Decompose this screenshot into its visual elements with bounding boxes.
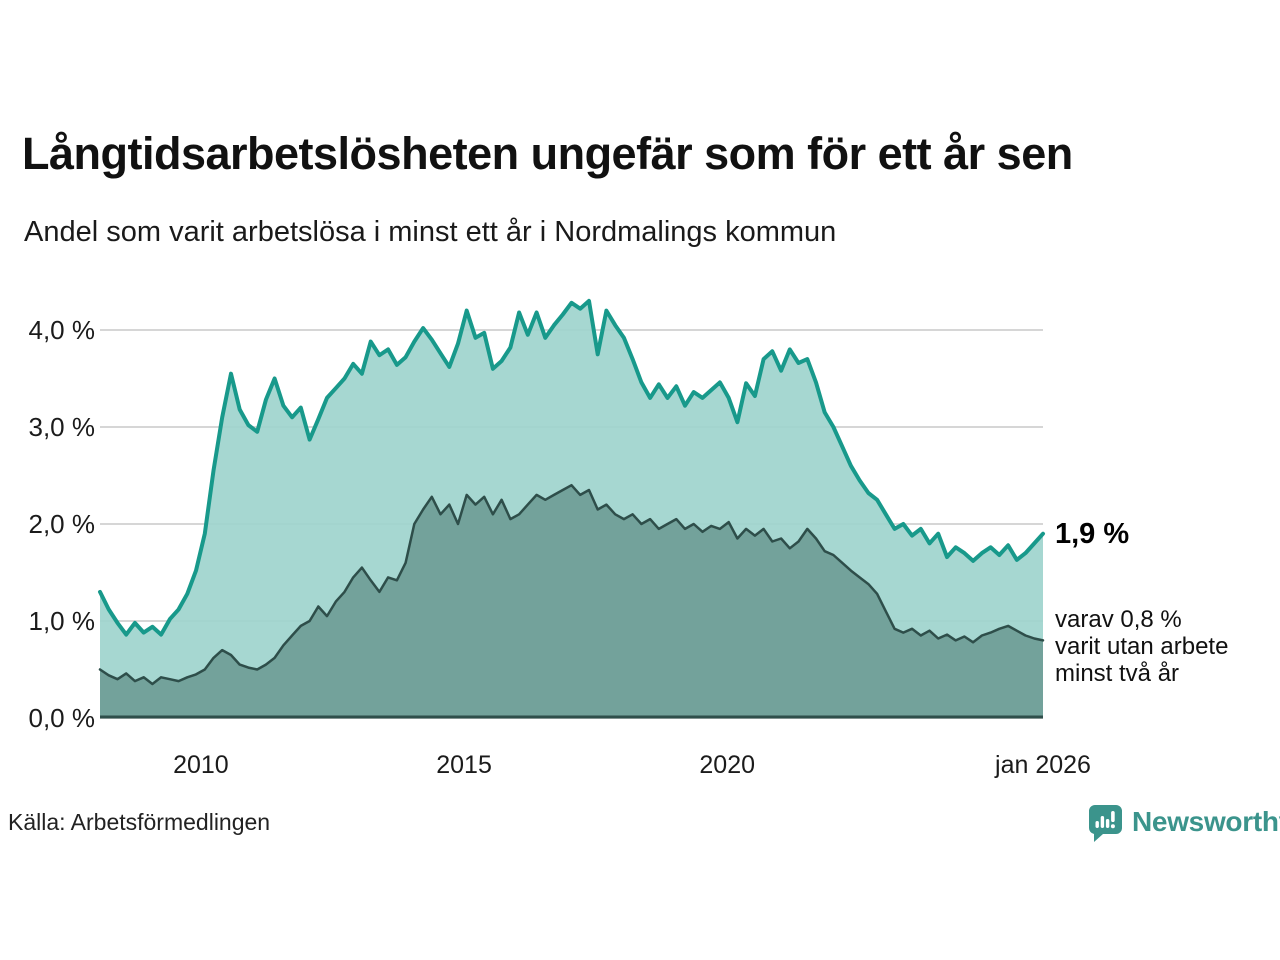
- two-year-annotation-line3: minst två år: [1055, 660, 1180, 687]
- two-year-annotation-line2: varit utan arbete: [1055, 633, 1229, 660]
- x-tick-label: 2010: [173, 751, 229, 779]
- y-tick-label: 3,0 %: [28, 412, 96, 442]
- newsworthy-logo-text: Newsworthy: [1132, 806, 1280, 837]
- y-tick-label: 0,0 %: [28, 703, 96, 733]
- page-title: Långtidsarbetslösheten ungefär som för e…: [22, 128, 1073, 179]
- x-tick-label: jan 2026: [995, 751, 1091, 779]
- x-tick-label: 2015: [436, 751, 492, 779]
- y-tick-label: 2,0 %: [28, 509, 96, 539]
- y-tick-label: 1,0 %: [28, 606, 96, 636]
- two-year-annotation-line1: varav 0,8 %: [1055, 606, 1182, 633]
- newsworthy-chart-bubble-icon: [1088, 805, 1122, 842]
- page-subtitle: Andel som varit arbetslösa i minst ett å…: [24, 216, 837, 248]
- two-year-annotation: varav 0,8 % varit utan arbete minst två …: [1055, 606, 1228, 687]
- x-tick-label: 2020: [699, 751, 756, 779]
- end-value-label: 1,9 %: [1055, 518, 1130, 550]
- source-attribution: Källa: Arbetsförmedlingen: [8, 809, 271, 835]
- y-tick-label: 4,0 %: [28, 315, 96, 345]
- newsworthy-logo: Newsworthy: [1086, 802, 1280, 842]
